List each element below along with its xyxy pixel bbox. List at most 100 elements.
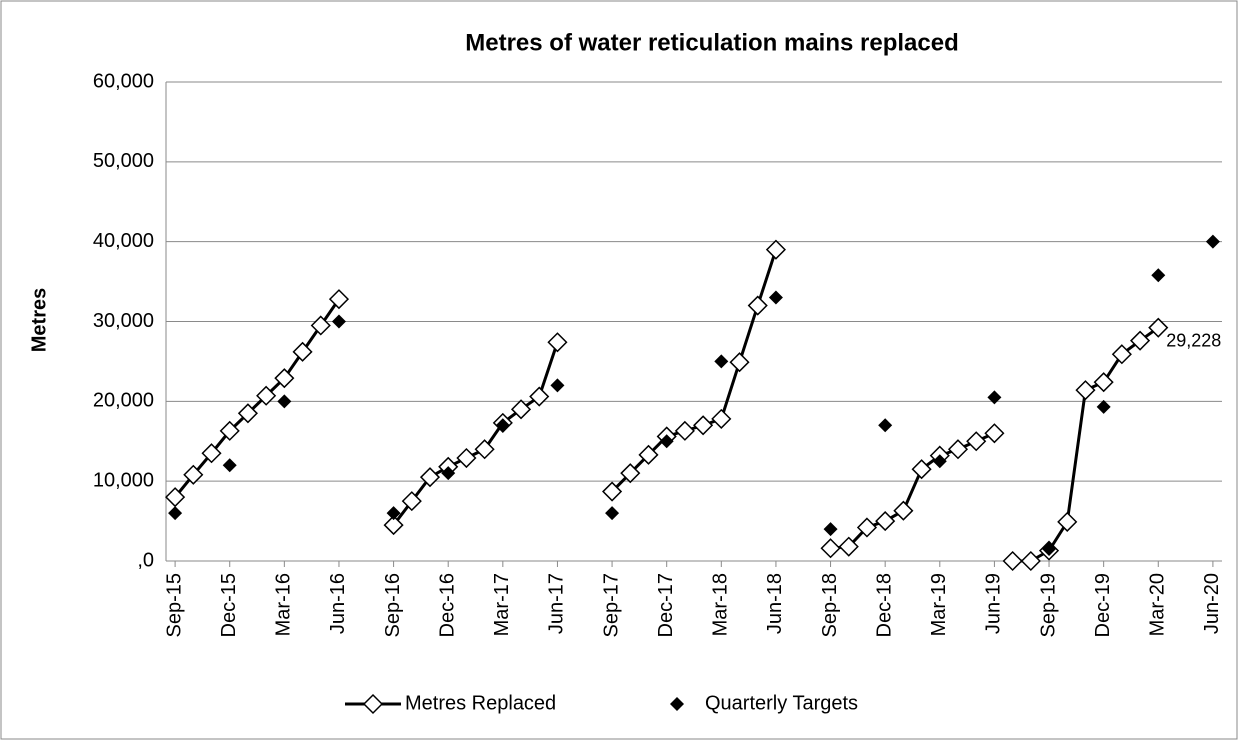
chart-title: Metres of water reticulation mains repla… [465,29,959,56]
x-tick-label: Dec-18 [873,573,895,637]
point-marker [711,408,732,429]
legend-marker [362,693,384,715]
y-axis-label: Metres [28,288,50,352]
point-marker [401,491,422,512]
point-marker [1020,550,1041,572]
x-tick-label: Sep-18 [819,573,841,638]
target-marker [823,522,838,537]
legend-marker [670,697,684,711]
line-segment [611,249,778,493]
legend-label: Metres Replaced [405,692,556,714]
x-tick-label: Sep-16 [382,573,404,638]
x-tick-label: Mar-16 [273,573,295,636]
target-marker [768,290,783,305]
point-marker [765,239,786,260]
target-marker [1151,268,1166,283]
point-marker [474,439,495,460]
x-tick-label: Jun-18 [764,573,786,634]
target-marker [277,394,292,409]
target-marker [550,378,565,393]
point-marker [1148,317,1169,338]
point-marker [183,464,204,485]
point-marker [1002,550,1023,572]
x-tick-label: Jun-20 [1201,573,1223,634]
point-marker [510,399,532,420]
point-marker [383,515,404,536]
point-marker [674,420,695,441]
point-marker [1130,330,1151,351]
y-tick-label: 20,000 [93,390,154,412]
target-marker [987,390,1002,405]
point-marker [1093,372,1114,393]
x-tick-label: Sep-19 [1037,573,1059,638]
x-tick-label: Mar-20 [1147,573,1169,636]
x-tick-label: Mar-18 [710,573,732,636]
point-marker [856,517,878,538]
x-tick-label: Mar-19 [928,573,950,636]
point-marker [693,415,714,436]
point-marker [1075,380,1096,401]
target-marker [168,506,183,521]
point-marker [419,467,441,488]
point-marker [838,536,859,557]
point-marker [237,403,258,424]
x-tick-label: Jun-16 [327,573,349,634]
target-marker [878,418,893,433]
target-marker [331,314,346,329]
x-tick-label: Dec-17 [655,573,677,637]
point-marker [529,386,550,407]
x-tick-label: Dec-15 [218,573,240,637]
x-tick-label: Dec-16 [436,573,458,637]
x-tick-label: Mar-17 [491,573,513,636]
point-marker [947,439,969,460]
point-marker [747,295,768,316]
point-marker [911,459,932,480]
point-marker [310,315,331,336]
point-marker [875,511,896,532]
line-segment [830,431,996,550]
point-marker [201,443,222,464]
y-tick-label: ,0 [137,549,154,571]
line-segment [392,341,559,526]
y-tick-label: 30,000 [93,310,154,332]
x-tick-label: Jun-19 [983,573,1005,634]
line-segment [173,298,341,499]
x-tick-label: Sep-17 [600,573,622,638]
target-marker [932,454,947,469]
point-marker [620,463,641,484]
target-marker [659,434,674,449]
x-tick-label: Sep-15 [163,573,185,638]
point-marker [602,481,623,502]
target-marker [441,466,456,481]
target-marker [386,506,401,521]
point-marker [456,447,477,469]
point-marker [219,420,240,441]
data-label: 29,228 [1166,330,1221,350]
target-marker [1096,399,1111,414]
point-marker [292,341,313,362]
x-tick-label: Jun-17 [546,573,568,634]
target-marker [605,506,620,521]
point-marker [966,431,987,452]
target-marker [1042,542,1057,557]
y-tick-label: 60,000 [93,70,154,92]
target-marker [1205,234,1220,249]
y-tick-label: 50,000 [93,150,154,172]
point-marker [547,332,568,353]
target-marker [495,418,510,433]
point-marker [328,289,350,310]
target-marker [222,458,237,473]
point-marker [1111,344,1132,365]
y-tick-label: 40,000 [93,230,154,252]
point-marker [729,352,750,373]
point-marker [274,368,295,389]
point-marker [256,385,277,406]
legend-label: Quarterly Targets [705,692,858,714]
point-marker [893,500,914,521]
point-marker [820,538,841,559]
y-tick-label: 10,000 [93,469,154,491]
point-marker [1057,511,1078,532]
point-marker [638,444,659,465]
